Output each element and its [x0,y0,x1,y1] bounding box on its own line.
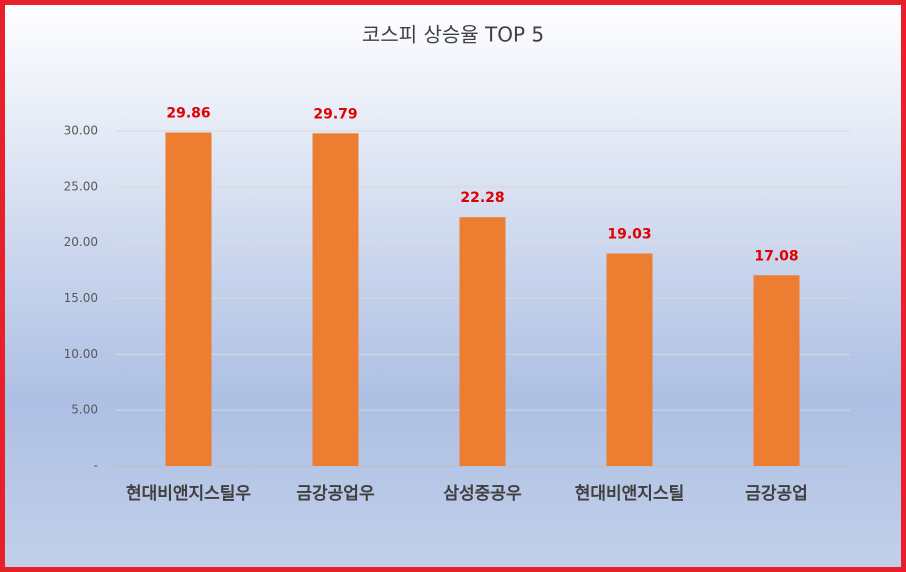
y-tick-label: - [94,459,98,473]
value-label: 29.79 [313,106,357,122]
bar [312,133,359,466]
bar [606,253,653,466]
value-label: 22.28 [460,190,504,206]
chart-title: 코스피 상승율 TOP 5 [362,23,544,47]
value-label: 29.86 [166,106,210,122]
y-tick-label: 5.00 [71,403,98,417]
value-label: 17.08 [754,248,798,264]
x-tick-label: 삼성중공우 [443,484,522,504]
x-tick-label: 금강공업우 [296,484,375,504]
value-label: 19.03 [607,226,651,242]
x-tick-label: 현대비앤지스틸 [575,483,684,504]
y-tick-label: 15.00 [64,291,98,305]
y-tick-label: 30.00 [64,124,98,138]
y-tick-label: 25.00 [64,179,98,193]
bar [165,132,212,466]
bar [753,275,800,466]
y-tick-label: 20.00 [64,235,98,249]
y-tick-label: 10.00 [64,347,98,361]
bar [459,217,506,466]
plot-area: - 5.00 10.00 15.00 20.00 25.00 30.00 29.86 현대비앤지… [64,106,850,504]
x-tick-label: 현대비앤지스틸우 [126,483,251,504]
x-tick-label: 금강공업 [745,484,808,504]
